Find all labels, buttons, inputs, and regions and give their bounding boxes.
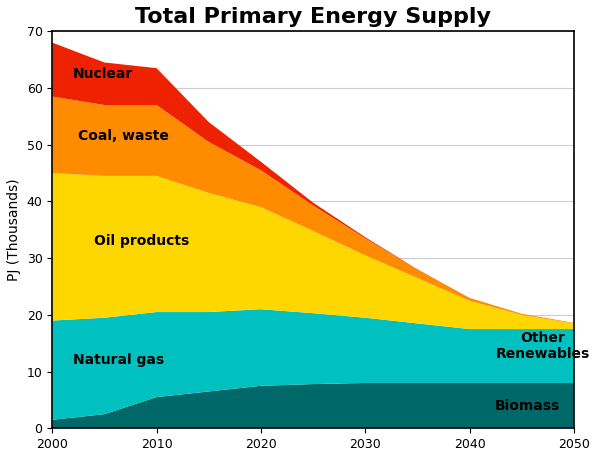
- Text: Oil products: Oil products: [94, 234, 189, 248]
- Y-axis label: PJ (Thousands): PJ (Thousands): [7, 179, 21, 281]
- Text: Other
Renewables: Other Renewables: [496, 331, 590, 361]
- Text: Natural gas: Natural gas: [73, 353, 164, 367]
- Title: Total Primary Energy Supply: Total Primary Energy Supply: [135, 7, 491, 27]
- Text: Coal, waste: Coal, waste: [79, 129, 169, 143]
- Text: Biomass: Biomass: [494, 398, 560, 413]
- Text: Nuclear: Nuclear: [73, 67, 133, 81]
